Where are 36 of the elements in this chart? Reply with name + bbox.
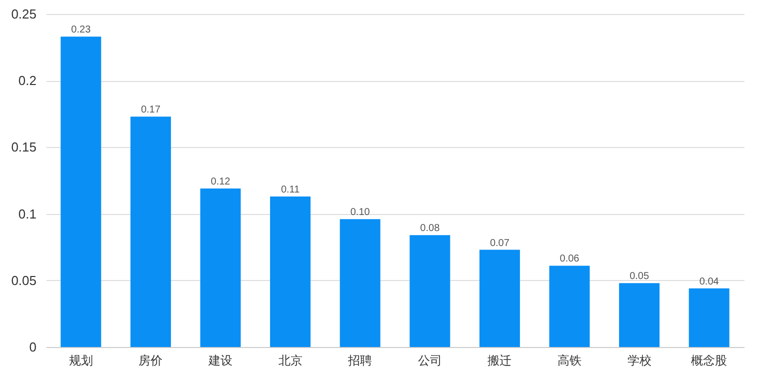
- data-label: 0.05: [630, 271, 650, 282]
- y-tick-label: 0.25: [11, 6, 36, 22]
- data-label: 0.10: [350, 207, 370, 218]
- data-label: 0.23: [71, 24, 92, 36]
- bar: [549, 266, 590, 347]
- y-tick-label: 0.2: [18, 73, 36, 88]
- bar: [619, 283, 660, 347]
- bar: [130, 116, 171, 347]
- x-tick-label: 高铁: [558, 354, 582, 368]
- bar: [410, 235, 450, 347]
- data-label: 0.07: [490, 238, 510, 249]
- y-tick-label: 0: [29, 340, 36, 354]
- data-label: 0.11: [280, 184, 300, 196]
- x-tick-label: 招聘: [347, 354, 372, 368]
- data-label: 0.04: [699, 276, 720, 288]
- x-tick-label: 学校: [627, 354, 652, 368]
- x-tick-label: 公司: [418, 354, 442, 368]
- data-label: 0.06: [560, 254, 580, 265]
- x-tick-label: 搬迁: [488, 354, 512, 368]
- bar: [270, 196, 311, 347]
- bar: [200, 188, 241, 347]
- y-tick-label: 0.1: [18, 206, 36, 222]
- data-label: 0.08: [420, 223, 440, 234]
- data-label: 0.12: [210, 176, 231, 188]
- y-tick-label: 0.15: [11, 140, 36, 155]
- bar: [688, 288, 730, 347]
- bar: [60, 36, 102, 347]
- x-tick-label: 建设: [208, 354, 232, 368]
- x-tick-label: 房价: [138, 354, 163, 368]
- bar: [340, 219, 380, 347]
- bar: [479, 250, 520, 347]
- x-tick-label: 概念股: [691, 354, 728, 368]
- x-tick-label: 北京: [278, 354, 302, 368]
- x-tick-label: 规划: [68, 354, 93, 368]
- data-label: 0.17: [140, 104, 161, 116]
- y-tick-label: 0.05: [11, 272, 36, 288]
